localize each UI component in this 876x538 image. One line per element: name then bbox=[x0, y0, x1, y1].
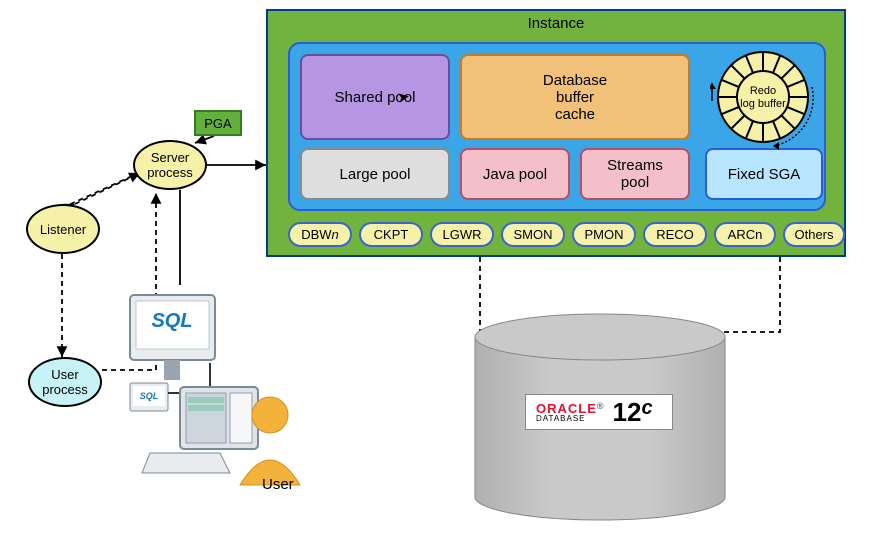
fixed-sga-label: Fixed SGA bbox=[728, 166, 801, 183]
bg-process-others: Others bbox=[783, 222, 845, 247]
bg-process-reco: RECO bbox=[643, 222, 707, 247]
oracle-text: ORACLE® bbox=[536, 402, 605, 415]
svg-text:SQL: SQL bbox=[140, 391, 159, 401]
user-label: User bbox=[262, 476, 294, 493]
streams-pool-label: Streams pool bbox=[607, 157, 663, 191]
database-brand-label: ORACLE® DATABASE 12c bbox=[525, 394, 673, 430]
bg-process-smon: SMON bbox=[501, 222, 565, 247]
java-pool-label: Java pool bbox=[483, 166, 547, 183]
server-process-label: Server process bbox=[147, 150, 193, 180]
process-label: ARCn bbox=[728, 227, 763, 242]
buffer-cache-label: Database buffer cache bbox=[543, 72, 607, 123]
server-process: Server process bbox=[133, 140, 207, 190]
svg-text:log buffer: log buffer bbox=[740, 98, 786, 110]
streams-pool: Streams pool bbox=[580, 148, 690, 200]
user-process-label: User process bbox=[42, 367, 88, 397]
bg-process-dbw: DBWn bbox=[288, 222, 352, 247]
user-workstation-icon: SQL SQL bbox=[120, 285, 320, 505]
svg-text:Redo: Redo bbox=[750, 85, 776, 97]
process-label: DBWn bbox=[301, 227, 339, 242]
java-pool: Java pool bbox=[460, 148, 570, 200]
large-pool-label: Large pool bbox=[340, 166, 411, 183]
process-label: RECO bbox=[656, 227, 694, 242]
process-label: CKPT bbox=[374, 227, 409, 242]
pga-box: PGA bbox=[194, 110, 242, 136]
database-text: DATABASE bbox=[536, 415, 605, 423]
listener-label: Listener bbox=[40, 222, 86, 237]
process-label: PMON bbox=[585, 227, 624, 242]
large-pool: Large pool bbox=[300, 148, 450, 200]
shared-pool: Shared pool bbox=[300, 54, 450, 140]
process-label: SMON bbox=[514, 227, 553, 242]
instance-title: Instance bbox=[266, 15, 846, 32]
buffer-cache: Database buffer cache bbox=[460, 54, 690, 140]
process-label: Others bbox=[794, 227, 833, 242]
bg-process-pmon: PMON bbox=[572, 222, 636, 247]
fixed-sga: Fixed SGA bbox=[705, 148, 823, 200]
bg-process-lgwr: LGWR bbox=[430, 222, 494, 247]
process-label: LGWR bbox=[443, 227, 482, 242]
redo-log-buffer: Redolog buffer bbox=[710, 44, 816, 150]
svg-text:SQL: SQL bbox=[151, 310, 192, 332]
listener: Listener bbox=[26, 204, 100, 254]
version-text: 12c bbox=[613, 397, 653, 428]
bg-process-ckpt: CKPT bbox=[359, 222, 423, 247]
user-process: User process bbox=[28, 357, 102, 407]
bg-process-arcn: ARCn bbox=[714, 222, 776, 247]
pga-label: PGA bbox=[204, 116, 231, 131]
